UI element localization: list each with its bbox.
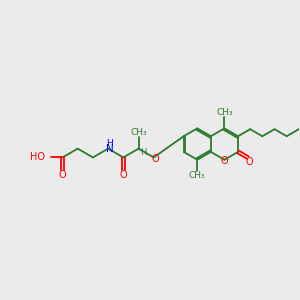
Text: CH₃: CH₃ [130, 128, 147, 137]
Text: O: O [152, 154, 160, 164]
Text: CH₃: CH₃ [216, 108, 233, 117]
Text: CH₃: CH₃ [189, 171, 206, 180]
Text: O: O [119, 170, 127, 180]
Text: H: H [106, 139, 113, 148]
Text: N: N [106, 145, 113, 154]
Text: HO: HO [30, 152, 45, 162]
Text: O: O [220, 156, 228, 166]
Text: O: O [245, 157, 253, 167]
Text: O: O [59, 170, 66, 180]
Text: H: H [140, 148, 146, 157]
